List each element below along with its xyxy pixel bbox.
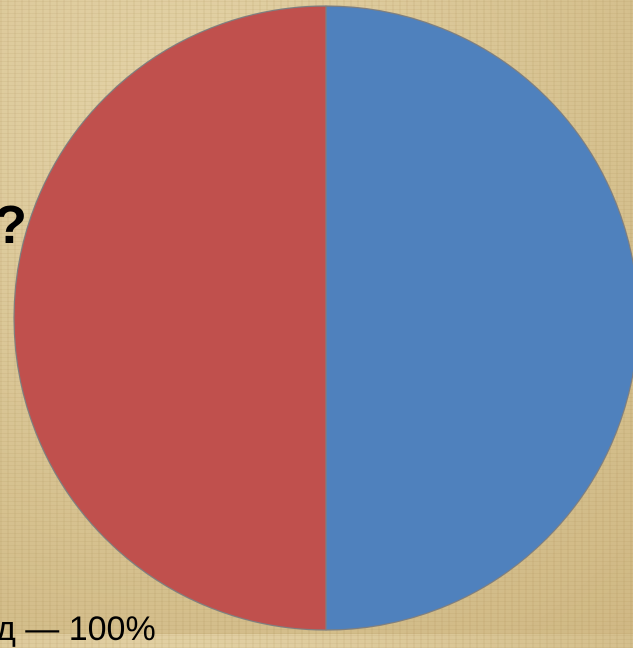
pie-chart (13, 5, 633, 631)
pie-slice-1 (325, 5, 633, 631)
bottom-partial-text: д — 100% (0, 610, 156, 648)
pie-slice-2 (13, 5, 327, 631)
chart-container (13, 5, 633, 631)
question-mark-text: ? (0, 198, 27, 252)
